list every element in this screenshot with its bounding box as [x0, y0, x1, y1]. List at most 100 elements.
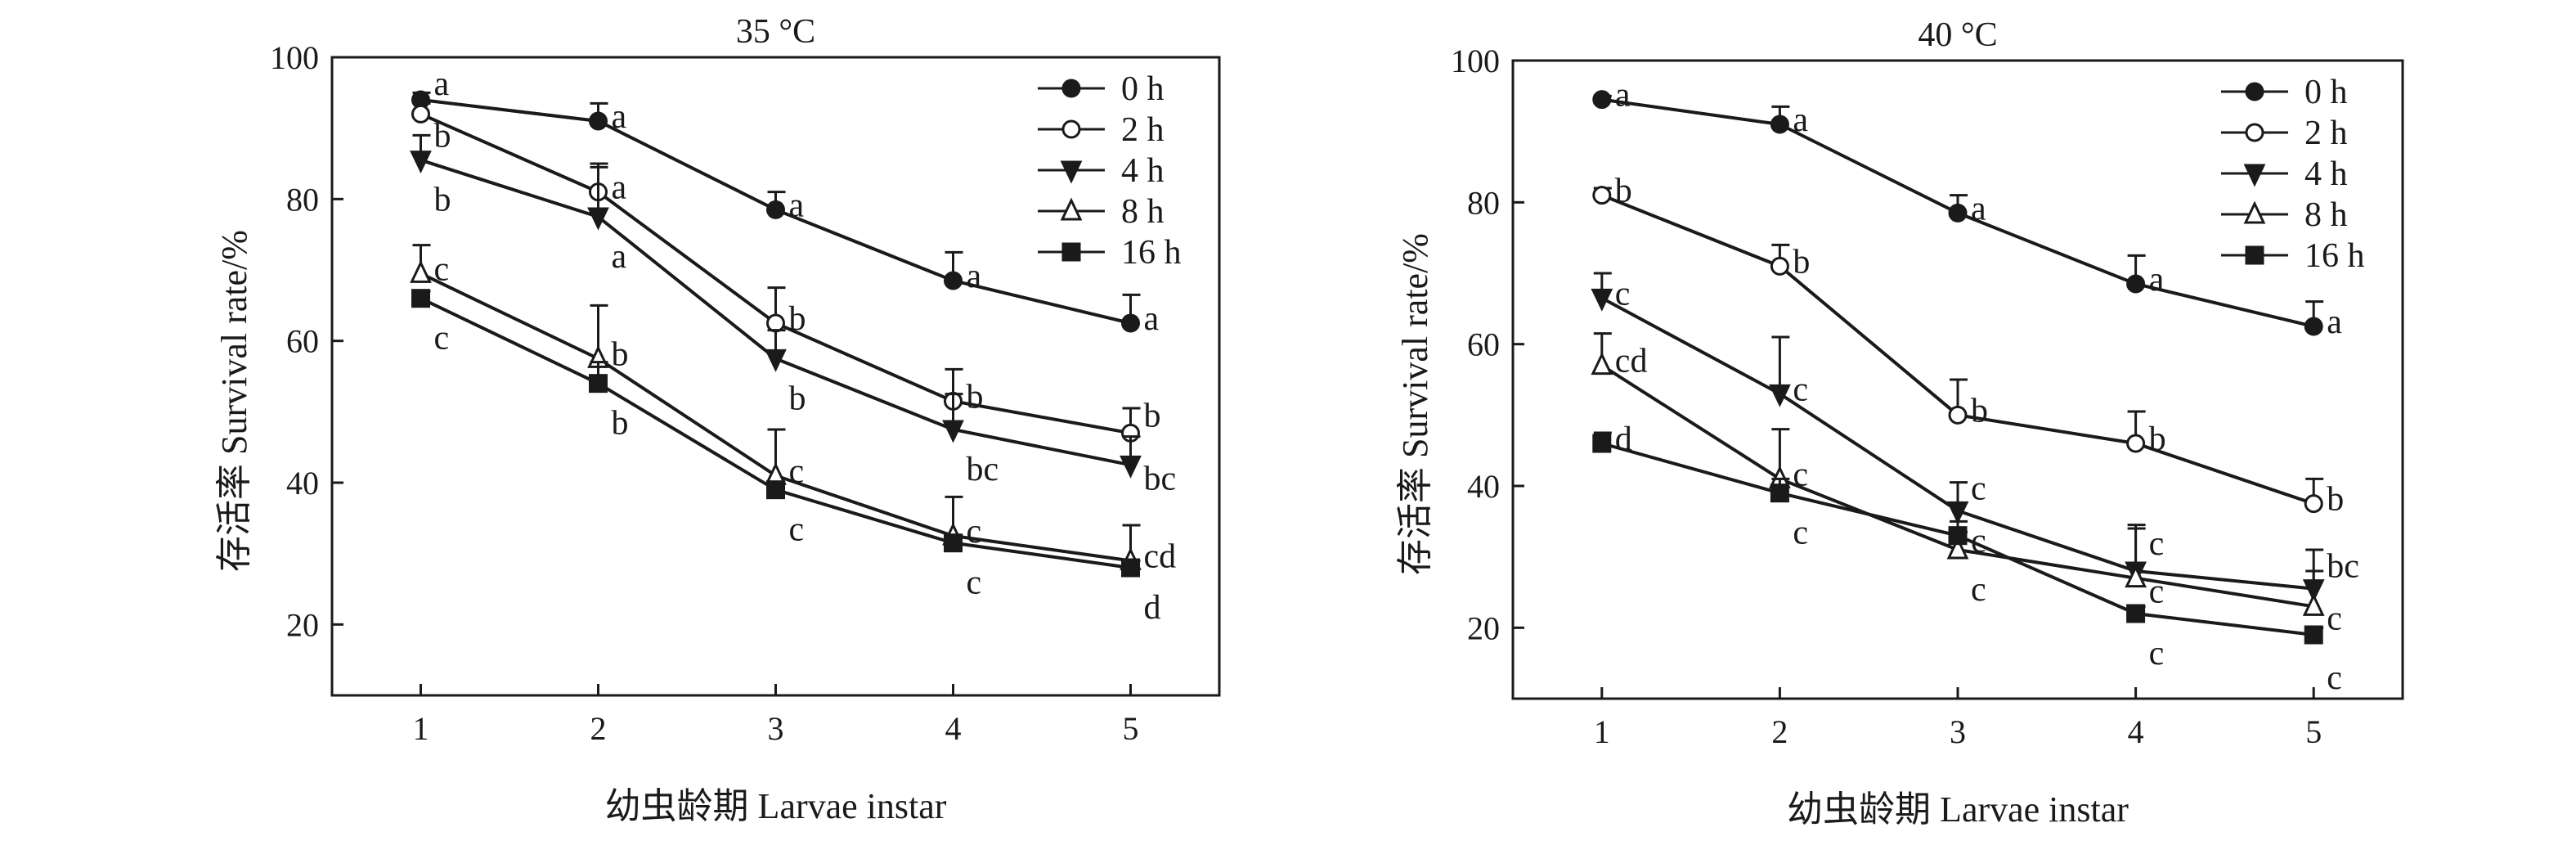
significance-letter: c — [967, 513, 982, 551]
data-point — [1770, 115, 1789, 134]
data-point — [1591, 288, 1613, 312]
legend-marker — [1060, 160, 1083, 184]
significance-letter: a — [434, 65, 450, 103]
significance-letter: c — [434, 320, 450, 358]
data-point — [1592, 186, 1612, 205]
data-point — [410, 151, 432, 174]
data-point — [410, 259, 432, 283]
significance-letter: c — [2149, 525, 2165, 563]
legend-marker — [2243, 164, 2266, 187]
data-point — [1946, 501, 1969, 524]
x-tick-label: 3 — [768, 710, 784, 747]
significance-letter: c — [1971, 523, 1986, 560]
significance-letter: b — [967, 378, 984, 416]
y-tick-label: 40 — [286, 465, 319, 501]
legend: 0 h2 h4 h8 h16 h — [1038, 70, 1182, 272]
significance-letter: c — [1615, 275, 1631, 313]
legend: 0 h2 h4 h8 h16 h — [2221, 74, 2365, 275]
significance-letter: a — [967, 258, 982, 295]
x-tick-label: 2 — [590, 710, 607, 747]
significance-letter: c — [1793, 515, 1808, 552]
data-point — [2126, 604, 2146, 623]
significance-letter: cd — [1144, 537, 1177, 575]
significance-letter: a — [2327, 304, 2342, 341]
x-tick-label: 5 — [1123, 710, 1139, 747]
y-tick-label: 100 — [270, 39, 319, 76]
significance-letter: b — [1615, 173, 1632, 210]
data-point — [1769, 384, 1791, 407]
significance-letter: a — [612, 169, 627, 207]
data-point — [1121, 558, 1140, 578]
data-point — [1770, 483, 1789, 503]
data-point — [2304, 625, 2323, 645]
y-tick-label: 20 — [1467, 609, 1500, 646]
significance-letter: a — [612, 98, 627, 136]
series-line — [1601, 193, 2314, 506]
data-point — [1120, 455, 1142, 479]
significance-letter: cd — [1615, 343, 1648, 380]
legend-marker — [2245, 245, 2264, 265]
significance-letter: a — [1971, 190, 1986, 227]
significance-letters-2h: b a b b b — [434, 117, 1161, 434]
data-point — [766, 313, 785, 333]
data-point — [1592, 434, 1612, 453]
series-0h — [411, 90, 1141, 333]
significance-letter: b — [1793, 243, 1810, 281]
significance-letter: bc — [967, 451, 999, 488]
x-tick-label: 3 — [1950, 713, 1966, 750]
significance-letter: d — [1615, 421, 1632, 458]
legend-label: 0 h — [1121, 70, 1165, 108]
x-tick-label: 1 — [413, 710, 429, 747]
data-point — [1770, 256, 1789, 276]
significance-letter: c — [2327, 659, 2342, 697]
significance-letter: b — [612, 335, 629, 373]
significance-letter: bc — [2327, 548, 2359, 586]
x-tick-label: 4 — [2128, 713, 2144, 750]
plot-frame — [330, 56, 1221, 697]
data-point — [587, 207, 609, 231]
significance-letter: a — [1144, 300, 1160, 338]
x-tick-label: 4 — [945, 710, 962, 747]
legend-label: 16 h — [2304, 237, 2365, 275]
data-point — [2126, 434, 2146, 453]
significance-letter: c — [434, 250, 450, 288]
significance-letter: c — [1793, 456, 1808, 493]
series-4h — [410, 133, 1142, 479]
significance-letter: b — [789, 300, 806, 338]
y-tick-label: 60 — [286, 323, 319, 360]
data-point — [411, 289, 430, 308]
data-point — [2304, 494, 2323, 514]
x-tick-label: 5 — [2305, 713, 2322, 750]
y-tick-label: 100 — [1451, 43, 1500, 79]
data-point — [944, 271, 963, 290]
series-line — [420, 112, 1131, 435]
legend-label: 0 h — [2304, 74, 2348, 111]
legend-label: 16 h — [1121, 234, 1182, 272]
data-point — [1948, 405, 1968, 425]
y-axis-label: 存活率 Survival rate/% — [1395, 233, 1435, 575]
series-2h — [411, 101, 1141, 443]
chart-title: 40 °C — [1918, 16, 1997, 54]
legend-marker — [2243, 200, 2266, 224]
data-point — [1948, 526, 1968, 546]
data-point — [2302, 592, 2325, 616]
data-point — [944, 533, 963, 553]
legend-label: 4 h — [2304, 155, 2348, 193]
data-point — [765, 349, 787, 372]
y-tick-label: 80 — [1467, 184, 1500, 221]
x-tick-label: 2 — [1771, 713, 1788, 750]
data-point — [766, 200, 785, 219]
significance-letter: b — [2327, 481, 2344, 519]
significance-letter: b — [1971, 392, 1988, 429]
significance-letters-0h: a a a a a — [1615, 77, 2342, 341]
significance-letter: b — [1144, 397, 1161, 434]
significance-letter: a — [1793, 101, 1808, 139]
series-16h — [411, 289, 1141, 578]
data-point — [766, 480, 785, 500]
legend-label: 4 h — [1121, 152, 1165, 190]
